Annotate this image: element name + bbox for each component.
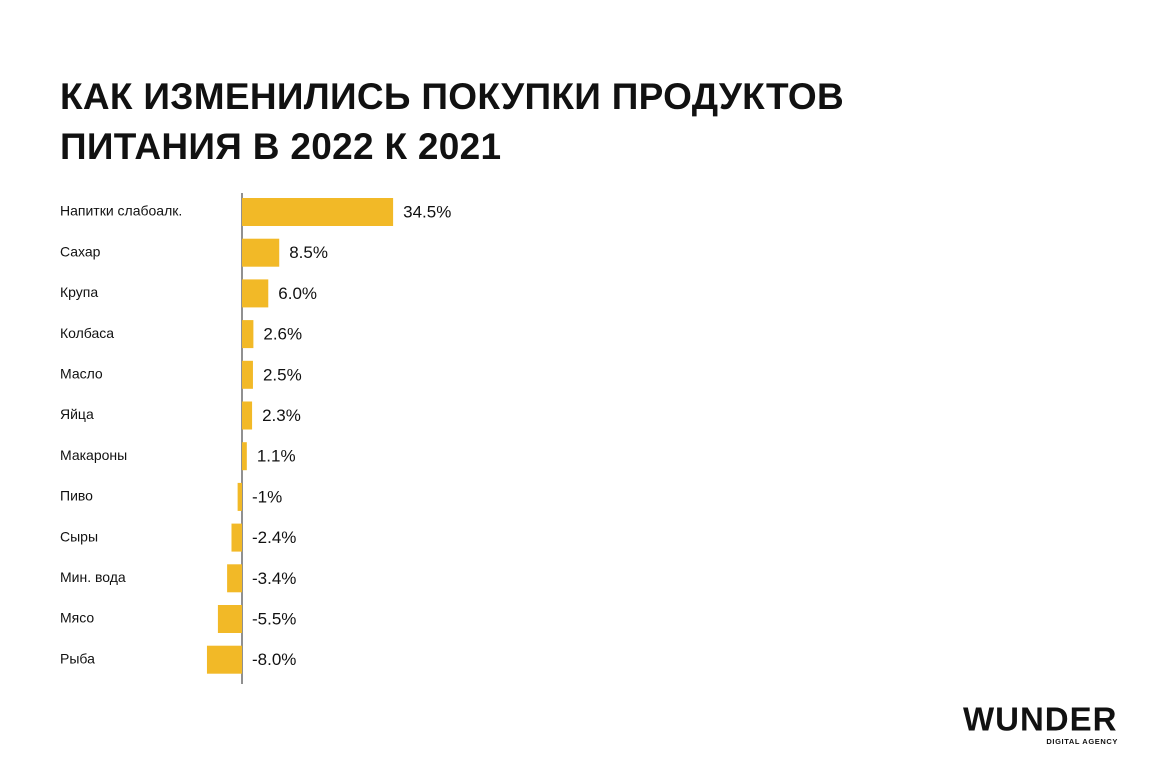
logo-tagline: DIGITAL AGENCY xyxy=(1046,737,1118,746)
value-label: 2.6% xyxy=(263,325,302,344)
value-label: 1.1% xyxy=(257,447,296,466)
category-label: Крупа xyxy=(60,284,98,300)
bar xyxy=(231,523,242,552)
bar xyxy=(227,564,242,593)
bar xyxy=(242,320,254,349)
category-label: Рыба xyxy=(60,650,95,666)
category-label: Пиво xyxy=(60,488,93,504)
value-label: -8.0% xyxy=(252,650,296,669)
value-label: -5.5% xyxy=(252,609,296,628)
value-label: 2.5% xyxy=(263,365,302,384)
bar xyxy=(242,198,394,226)
value-label: 2.3% xyxy=(262,406,301,425)
value-label: -2.4% xyxy=(252,528,296,547)
category-label: Масло xyxy=(60,366,103,382)
value-label: 34.5% xyxy=(403,202,451,221)
category-label: Яйца xyxy=(60,406,94,422)
value-label: 8.5% xyxy=(289,243,328,262)
bar xyxy=(242,360,253,389)
bar xyxy=(237,482,242,511)
bar xyxy=(217,605,242,633)
bar xyxy=(242,442,247,471)
bar xyxy=(242,238,280,267)
category-label: Колбаса xyxy=(60,325,114,341)
bar xyxy=(242,279,269,308)
logo-name: WUNDER xyxy=(963,701,1117,738)
value-label: -1% xyxy=(252,487,282,506)
category-label: Напитки слабоалк. xyxy=(60,203,182,219)
value-label: 6.0% xyxy=(278,284,317,303)
bar xyxy=(206,645,242,674)
category-label: Мин. вода xyxy=(60,569,126,585)
category-label: Сыры xyxy=(60,528,98,544)
category-label: Мясо xyxy=(60,610,94,626)
category-label: Макароны xyxy=(60,447,127,463)
value-label: -3.4% xyxy=(252,569,296,588)
chart-title: КАК ИЗМЕНИЛИСЬ ПОКУПКИ ПРОДУКТОВ ПИТАНИЯ… xyxy=(60,76,845,167)
category-label: Сахар xyxy=(60,243,101,259)
bar xyxy=(242,401,253,430)
